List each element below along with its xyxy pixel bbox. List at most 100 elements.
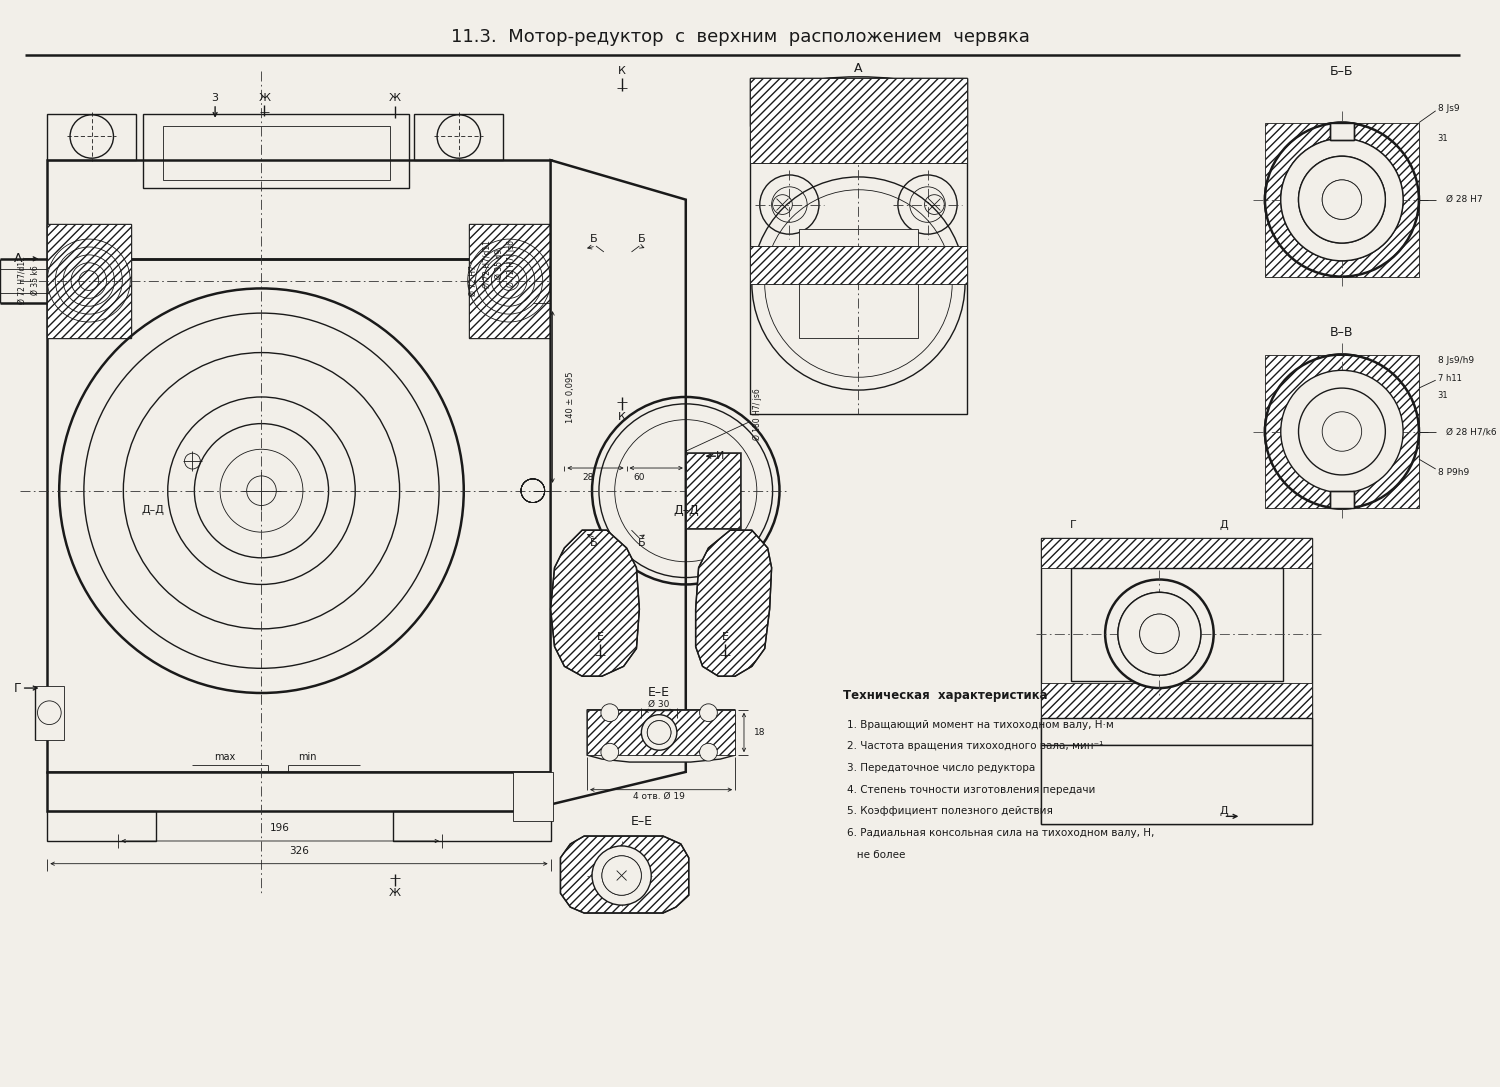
Text: Д: Д: [1220, 807, 1228, 816]
Polygon shape: [48, 224, 130, 338]
Polygon shape: [1041, 538, 1312, 567]
Bar: [1330, 123, 1354, 140]
Circle shape: [602, 855, 642, 896]
Bar: [414, 114, 503, 160]
Text: 18: 18: [754, 728, 765, 737]
Bar: [48, 772, 550, 811]
Text: 5. Коэффициент полезного действия: 5. Коэффициент полезного действия: [846, 807, 1053, 816]
Text: Ø 72 H7/d11: Ø 72 H7/d11: [483, 240, 492, 288]
Bar: [513, 772, 552, 822]
Text: Е–Е: Е–Е: [648, 687, 670, 700]
Polygon shape: [468, 224, 550, 338]
Text: Г: Г: [1070, 521, 1077, 530]
Polygon shape: [570, 252, 632, 301]
Text: 196: 196: [270, 823, 290, 833]
Text: Е: Е: [722, 632, 729, 641]
Text: Б: Б: [590, 234, 598, 245]
Polygon shape: [550, 530, 639, 676]
Circle shape: [1299, 157, 1386, 243]
Text: К: К: [618, 412, 626, 422]
Text: 8 P9h9: 8 P9h9: [1437, 468, 1468, 477]
Text: 140 ± 0,095: 140 ± 0,095: [566, 372, 574, 423]
Text: max: max: [214, 752, 236, 762]
Bar: [570, 301, 645, 342]
Circle shape: [648, 721, 670, 745]
Bar: [1041, 538, 1312, 824]
Bar: [393, 811, 550, 841]
Circle shape: [1322, 179, 1362, 220]
Circle shape: [602, 744, 618, 761]
Text: И: И: [716, 451, 724, 461]
Text: Ø 28 H7/k6: Ø 28 H7/k6: [1446, 427, 1496, 436]
Text: В–В: В–В: [1330, 326, 1353, 339]
Bar: [48, 160, 550, 259]
Bar: [1330, 490, 1354, 509]
Text: А: А: [13, 252, 22, 265]
Circle shape: [1322, 412, 1362, 451]
Circle shape: [1281, 371, 1402, 492]
Bar: [550, 223, 664, 587]
Polygon shape: [1264, 123, 1419, 276]
Circle shape: [1140, 614, 1179, 653]
Bar: [686, 453, 740, 528]
Text: Б: Б: [638, 234, 645, 245]
Circle shape: [1281, 138, 1402, 261]
Polygon shape: [686, 453, 740, 528]
Polygon shape: [586, 710, 735, 762]
Text: min: min: [298, 752, 316, 762]
Text: Е–Е: Е–Е: [630, 815, 652, 828]
Circle shape: [1299, 388, 1386, 475]
Text: 7 h11: 7 h11: [1437, 374, 1461, 383]
Text: Б–Б: Б–Б: [1330, 65, 1353, 78]
Text: 3. Передаточное число редуктора: 3. Передаточное число редуктора: [846, 763, 1035, 773]
Bar: [750, 78, 968, 414]
Text: 3: 3: [211, 93, 219, 103]
Text: 1. Вращающий момент на тихоходном валу, Н·м: 1. Вращающий момент на тихоходном валу, …: [846, 720, 1113, 729]
Text: 326: 326: [290, 846, 309, 855]
Bar: [164, 126, 390, 179]
Circle shape: [1281, 138, 1402, 261]
Bar: [48, 114, 136, 160]
Circle shape: [1299, 157, 1386, 243]
Text: К: К: [618, 66, 626, 76]
Bar: [686, 466, 716, 517]
Text: Ø 72 H7/d11: Ø 72 H7/d11: [16, 257, 26, 304]
Polygon shape: [570, 342, 632, 392]
Circle shape: [1140, 614, 1179, 653]
Text: не более: не более: [846, 850, 904, 860]
Text: 4 отв. Ø 19: 4 отв. Ø 19: [633, 792, 686, 801]
Text: 8 Js9: 8 Js9: [1437, 104, 1460, 113]
Polygon shape: [750, 78, 968, 126]
Circle shape: [1118, 592, 1202, 675]
Text: Д: Д: [1220, 521, 1228, 530]
Text: 31: 31: [1437, 134, 1449, 143]
Polygon shape: [1041, 683, 1312, 717]
Text: Ø 30: Ø 30: [648, 699, 670, 709]
Text: 28: 28: [582, 473, 594, 483]
Text: Б: Б: [638, 538, 645, 548]
Text: Ж: Ж: [258, 93, 270, 103]
Bar: [1071, 567, 1282, 682]
Bar: [468, 224, 550, 338]
Circle shape: [642, 714, 676, 750]
Text: Д–Д: Д–Д: [674, 504, 699, 517]
Text: Ø 28 H7: Ø 28 H7: [1446, 196, 1482, 204]
Circle shape: [699, 704, 717, 722]
Polygon shape: [561, 836, 688, 913]
Circle shape: [1106, 579, 1214, 688]
Circle shape: [602, 855, 642, 896]
Bar: [561, 342, 654, 392]
Circle shape: [1118, 592, 1202, 675]
Circle shape: [602, 704, 618, 722]
Circle shape: [1264, 354, 1419, 509]
Bar: [1041, 717, 1312, 746]
Circle shape: [1322, 179, 1362, 220]
Bar: [561, 252, 654, 301]
Bar: [48, 811, 156, 841]
Text: Ж: Ж: [388, 93, 400, 103]
Bar: [48, 224, 130, 338]
Polygon shape: [586, 710, 735, 755]
Bar: [48, 259, 550, 772]
Bar: [34, 686, 64, 740]
Text: 2. Частота вращения тихоходного вала, мин⁻¹: 2. Частота вращения тихоходного вала, ми…: [846, 741, 1102, 751]
